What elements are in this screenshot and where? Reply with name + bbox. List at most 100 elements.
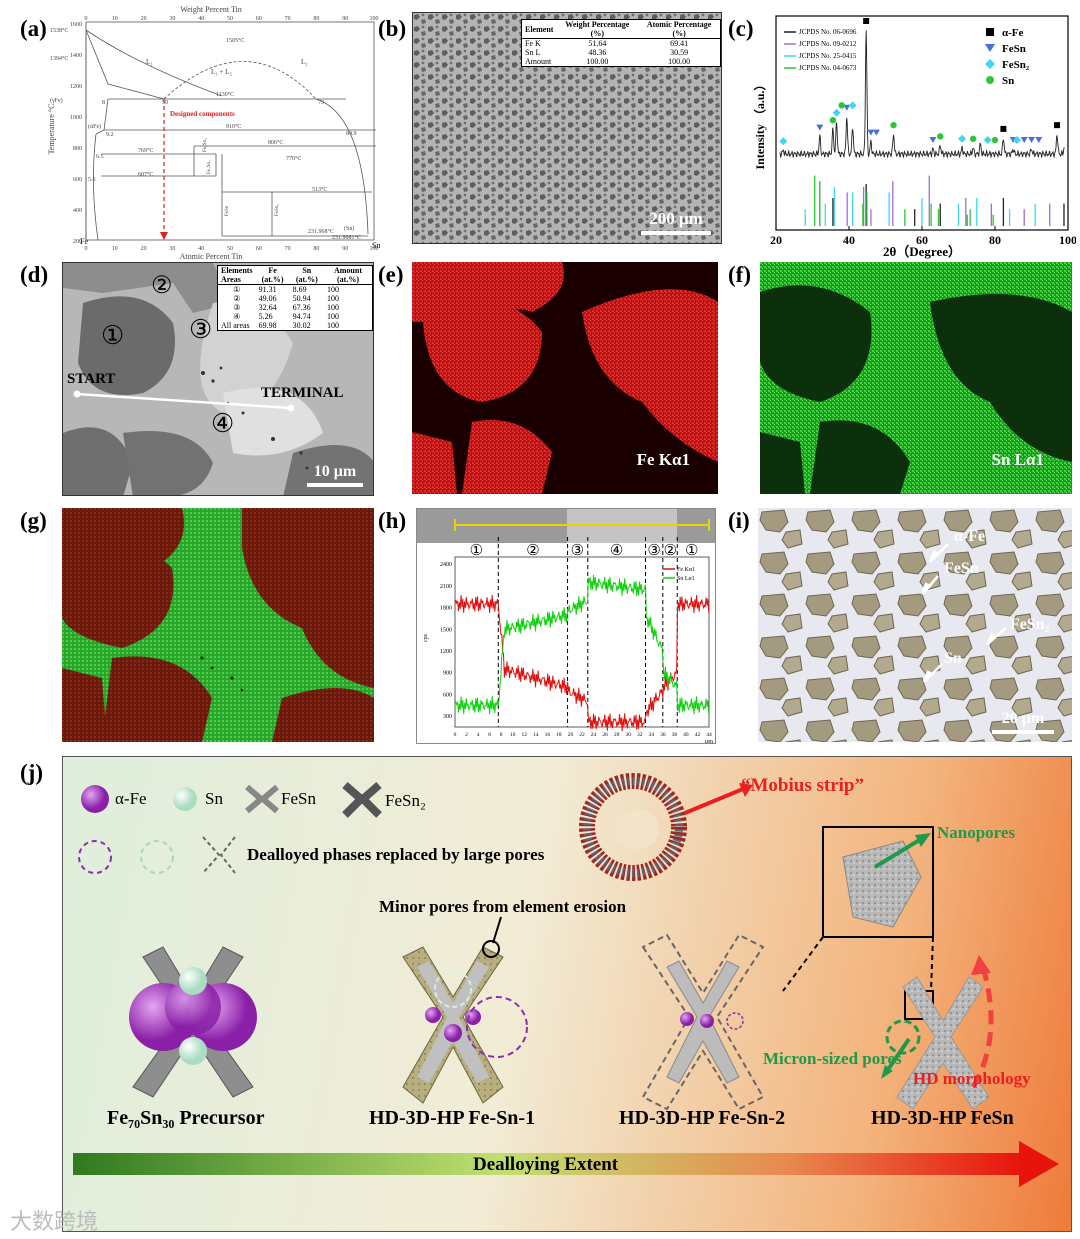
scale-bar-d: 10 μm xyxy=(307,463,363,487)
region-label: ① xyxy=(470,543,483,559)
terminal-label: TERMINAL xyxy=(261,385,344,401)
optical-image-i: α-Fe FeSn FeSn₂ Sn 20 μm xyxy=(758,508,1072,742)
svg-text:Fe: Fe xyxy=(80,237,88,246)
legend-marker xyxy=(986,28,994,36)
x-unit-label: μm xyxy=(705,739,713,744)
fesn-label-i: FeSn xyxy=(944,560,979,577)
legend-fesn: FeSn xyxy=(281,789,316,808)
top-tick-label: 30 xyxy=(169,16,175,22)
legend-fesn2: FeSn₂ xyxy=(385,791,426,810)
fesn2-marker xyxy=(983,136,992,145)
scale-bar-i: 20 μm xyxy=(992,710,1054,734)
x-tick-label: 32 xyxy=(637,732,643,738)
fe-eds-map: Fe Kα1 xyxy=(412,262,718,494)
svg-text:769°C: 769°C xyxy=(138,147,153,154)
region-label: ③ xyxy=(571,543,584,559)
svg-text:1394°C: 1394°C xyxy=(50,55,68,62)
y-unit-label: cps xyxy=(423,633,429,642)
x-tick-label: 16 xyxy=(545,732,551,738)
legend-label: α-Fe xyxy=(1002,27,1024,39)
sn-marker xyxy=(890,121,897,129)
overlay-eds-map xyxy=(62,508,374,742)
linescan-frame xyxy=(454,556,710,728)
y-axis-title: Temperature °C xyxy=(47,104,56,155)
x-tick-label: 12 xyxy=(522,732,528,738)
svg-text:FeSn₂: FeSn₂ xyxy=(275,204,280,216)
top-tick-label: 60 xyxy=(256,16,262,22)
reference-legend-label: JCPDS No. 09-0212 xyxy=(799,40,857,48)
x-tick-label: 34 xyxy=(649,732,655,738)
svg-text:9.2: 9.2 xyxy=(106,132,114,138)
bottom-tick-label: 30 xyxy=(169,246,175,252)
sn-marker xyxy=(838,102,845,109)
y-axis-label: Intensity （a.u.） xyxy=(752,78,767,169)
bottom-tick-label: 10 xyxy=(112,246,118,252)
x-tick-label: 40 xyxy=(843,233,855,247)
svg-text:Sn: Sn xyxy=(372,241,380,250)
fesn2-marker xyxy=(779,137,788,146)
line-scan-chart: 2400 2100 1800 1500 1200 900 600 300 0 2 4 6 8 10 12 14… xyxy=(416,508,716,744)
fesn-marker xyxy=(816,124,824,131)
stage-fesn-label: HD-3D-HP FeSn xyxy=(871,1107,1014,1129)
stage-fesn2-label: HD-3D-HP Fe-Sn-2 xyxy=(619,1107,786,1129)
svg-text:806°C: 806°C xyxy=(268,139,283,146)
legend-label: Sn xyxy=(1002,75,1014,87)
designed-components-label: Designed components xyxy=(170,110,235,118)
fe-map-label: Fe Kα1 xyxy=(636,450,690,469)
region-label: ② xyxy=(526,543,539,559)
hd-morphology-label: HD morphology xyxy=(913,1069,1031,1088)
region-label: ④ xyxy=(610,543,623,559)
bottom-tick-label: 70 xyxy=(285,246,291,252)
svg-text:(αFe): (αFe) xyxy=(88,123,101,130)
region-3-marker: ③ xyxy=(189,315,213,344)
svg-text:770°C: 770°C xyxy=(286,155,301,162)
x-tick-label: 24 xyxy=(591,732,597,738)
x-tick-label: 60 xyxy=(916,233,928,247)
nanopores-label: Nanopores xyxy=(937,823,1016,842)
scale-bar-b: 200 μm xyxy=(641,209,711,235)
y-tick-label: 1400 xyxy=(70,53,82,59)
fesn2-label-i: FeSn₂ xyxy=(1010,616,1050,633)
legend-marker xyxy=(985,59,995,69)
afe-label-i: α-Fe xyxy=(954,528,986,545)
y-tick-label: 1000 xyxy=(70,115,82,121)
bottom-axis-title: Atomic Percent Tin xyxy=(180,252,243,261)
bse-image-d: ② ① ③ ④ START TERMINAL Elements Areas Fe … xyxy=(62,262,374,496)
x-tick-label: 100 xyxy=(1059,233,1076,247)
sn-signal-line xyxy=(454,574,710,715)
sn-label-i: Sn xyxy=(944,650,962,667)
x-tick-label: 80 xyxy=(989,233,1001,247)
top-tick-label: 0 xyxy=(85,16,88,22)
y-tick-label: 600 xyxy=(443,692,452,698)
y-tick-label: 1500 xyxy=(440,627,452,633)
x-tick-label: 26 xyxy=(602,732,608,738)
y-tick-label: 900 xyxy=(443,671,452,677)
fesn-marker xyxy=(1020,137,1028,144)
x-tick-label: 38 xyxy=(672,732,678,738)
region-1-marker: ① xyxy=(101,321,125,350)
svg-text:84.9: 84.9 xyxy=(346,131,357,137)
fesn2-marker xyxy=(848,101,857,110)
sn-marker xyxy=(937,133,944,140)
svg-text:1130°C: 1130°C xyxy=(216,91,234,98)
fesn-marker xyxy=(843,104,851,111)
bottom-tick-label: 90 xyxy=(342,246,348,252)
top-tick-label: 80 xyxy=(313,16,319,22)
y-tick-label: 1600 xyxy=(70,22,82,28)
region-label: ① xyxy=(685,543,698,559)
fesn-marker xyxy=(1035,137,1043,144)
y-tick-label: 1200 xyxy=(440,649,452,655)
svg-text:6.5: 6.5 xyxy=(96,154,104,160)
x-tick-label: 28 xyxy=(614,732,620,738)
sem-image-b: Element Weight Percentage (%) Atomic Per… xyxy=(412,12,722,244)
sn-eds-map: Sn Lα1 xyxy=(760,262,1072,494)
svg-text:607°C: 607°C xyxy=(138,171,153,178)
sn-map-label: Sn Lα1 xyxy=(991,450,1045,469)
legend-afe: α-Fe xyxy=(115,789,147,808)
fesn-marker xyxy=(1028,137,1035,144)
top-tick-label: 50 xyxy=(227,16,233,22)
y-tick-label: 600 xyxy=(73,177,82,183)
top-tick-label: 90 xyxy=(342,16,348,22)
dealloying-extent-label: Dealloying Extent xyxy=(473,1154,619,1175)
bottom-tick-label: 100 xyxy=(370,246,379,252)
